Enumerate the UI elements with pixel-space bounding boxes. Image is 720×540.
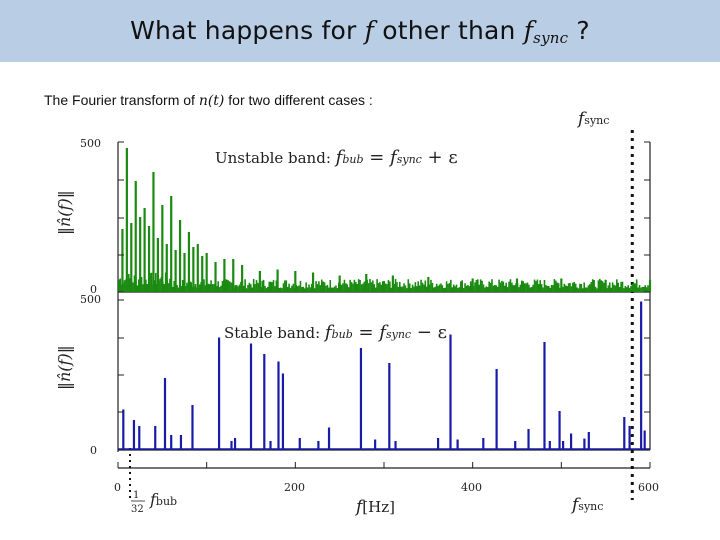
xtick-200: 200	[284, 481, 305, 494]
fbub-label: fbub	[149, 490, 177, 509]
slide-title: What happens for f other than fsync ?	[130, 16, 590, 47]
xtick-600: 600	[638, 481, 659, 494]
ytick-top-0: 0	[90, 283, 97, 296]
ytick-bottom-500: 500	[80, 293, 101, 306]
xtick-400: 400	[461, 481, 482, 494]
title-text-1: What happens for	[130, 15, 365, 45]
top-fsync-label: fsync	[576, 109, 609, 129]
subtitle-text-1: The Fourier transform of	[44, 92, 199, 108]
unstable-band-title: Unstable band: fbub = fsync + ε	[215, 147, 458, 168]
title-bar: What happens for f other than fsync ?	[0, 0, 720, 62]
axes-frames	[117, 142, 651, 469]
title-math-f2: f	[523, 15, 534, 45]
xlabel: f[Hz]	[354, 497, 395, 517]
stable-spectrum	[118, 301, 650, 450]
subtitle-math: n(t)	[198, 93, 225, 109]
title-text-3: ?	[568, 15, 590, 45]
stable-band-title: Stable band: fbub = fsync − ε	[224, 322, 447, 343]
xtick-0: 0	[114, 481, 121, 494]
title-math-f: f	[364, 15, 375, 45]
bottom-fsync-label: fsync	[570, 495, 603, 515]
subtitle: The Fourier transform of n(t) for two di…	[44, 92, 373, 109]
axis-ticks	[117, 141, 651, 468]
fraction-num: 1	[133, 490, 139, 501]
fraction-den: 32	[131, 504, 144, 515]
title-math-sub: sync	[533, 28, 569, 47]
unstable-spectrum	[118, 148, 652, 292]
ytick-top-500: 500	[80, 137, 101, 150]
ylabel-top: ‖n̂(f)‖	[55, 190, 74, 235]
ytick-bottom-0: 0	[90, 444, 97, 457]
title-text-2: other than	[374, 15, 524, 45]
ylabel-bottom: ‖n̂(f)‖	[55, 345, 74, 390]
subtitle-text-2: for two different cases :	[224, 92, 373, 108]
